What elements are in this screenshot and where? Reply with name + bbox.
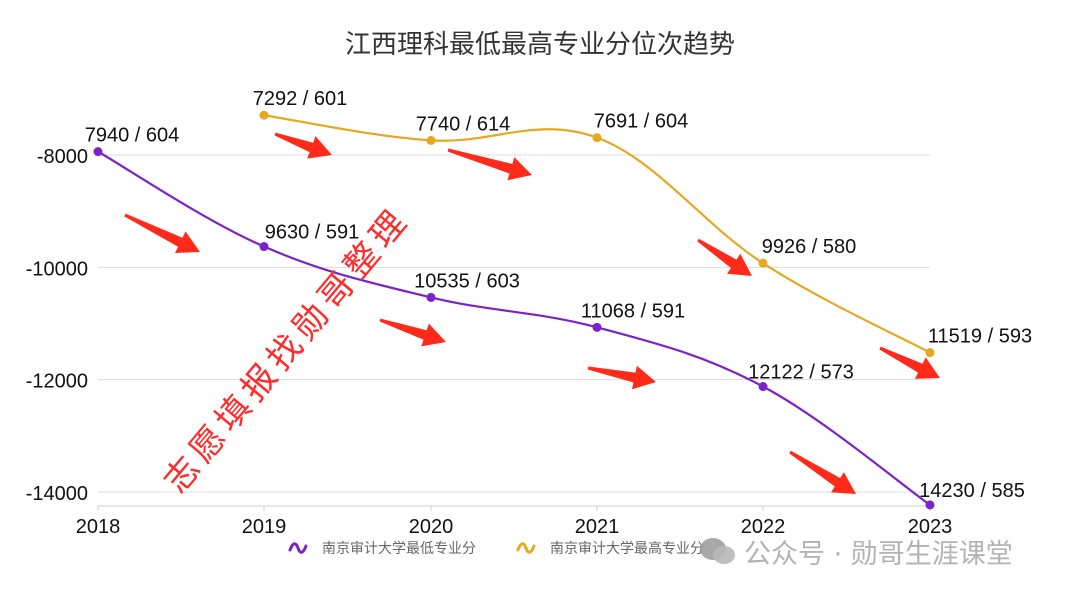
legend-label-max: 南京审计大学最高专业分	[550, 541, 704, 557]
x-tick-label: 2018	[76, 516, 121, 538]
legend: 南京审计大学最低专业分 南京审计大学最高专业分	[288, 538, 744, 558]
y-tick-label: -8000	[37, 146, 88, 168]
y-tick-label: -12000	[26, 371, 88, 393]
arrow-icon	[124, 213, 200, 254]
point-label: 10535 / 603	[414, 270, 520, 292]
arrow-icon	[447, 148, 532, 181]
data-point[interactable]	[758, 382, 768, 392]
x-tick-label: 2022	[741, 516, 786, 538]
account-watermark: 公众号 · 勋哥生涯课堂	[698, 532, 1013, 571]
gridlines	[98, 154, 930, 493]
data-point[interactable]	[259, 242, 269, 252]
arrow-icon	[274, 132, 332, 159]
legend-label-min: 南京审计大学最低专业分	[322, 541, 476, 557]
point-label: 9630 / 591	[265, 222, 360, 244]
data-point[interactable]	[925, 348, 935, 358]
arrow-icon	[697, 238, 752, 276]
legend-item-max[interactable]: 南京审计大学最高专业分	[516, 538, 704, 558]
point-labels: 7940 / 604 9630 / 591 10535 / 603 11068 / 5…	[85, 88, 1032, 502]
x-tick-label: 2020	[409, 516, 454, 538]
data-point[interactable]	[259, 110, 269, 120]
chart-title: 江西理科最低最高专业分位次趋势	[344, 30, 735, 60]
x-tick-label: 2023	[908, 516, 953, 538]
arrow-icon	[587, 365, 656, 390]
series-line-min	[97, 150, 931, 506]
x-tick-label: 2021	[575, 516, 620, 538]
annotation-arrows	[124, 132, 940, 494]
point-label: 7740 / 614	[416, 113, 511, 135]
x-tick-label: 2019	[242, 516, 287, 538]
data-point[interactable]	[426, 292, 436, 302]
point-label: 11068 / 591	[581, 300, 685, 322]
point-label: 7691 / 604	[594, 111, 689, 133]
point-label: 12122 / 573	[748, 362, 854, 384]
arrow-icon	[879, 346, 940, 379]
watermark-text: 公众号 · 勋哥生涯课堂	[744, 539, 1013, 570]
y-tick-label: -10000	[26, 258, 88, 280]
data-point[interactable]	[93, 147, 103, 157]
data-point[interactable]	[426, 135, 436, 145]
data-point[interactable]	[592, 133, 602, 143]
point-label: 9926 / 580	[762, 236, 857, 258]
point-label: 7292 / 601	[253, 88, 348, 110]
arrow-icon	[789, 450, 856, 494]
y-tick-label: -14000	[26, 483, 88, 505]
series-lines	[93, 110, 935, 510]
data-point[interactable]	[925, 500, 935, 510]
data-point[interactable]	[592, 322, 602, 332]
point-label: 7940 / 604	[85, 125, 180, 147]
y-axis: -8000 -10000 -12000 -14000	[26, 146, 88, 505]
arrow-icon	[379, 318, 446, 347]
legend-item-min[interactable]: 南京审计大学最低专业分	[288, 538, 476, 558]
wave-icon	[516, 542, 536, 554]
wechat-icon	[700, 537, 735, 564]
point-label: 14230 / 585	[919, 480, 1025, 502]
wave-icon	[288, 542, 308, 554]
data-point[interactable]	[758, 258, 768, 268]
x-axis: 2018 2019 2020 2021 2022 2023	[76, 505, 953, 538]
point-label: 11519 / 593	[928, 326, 1032, 348]
